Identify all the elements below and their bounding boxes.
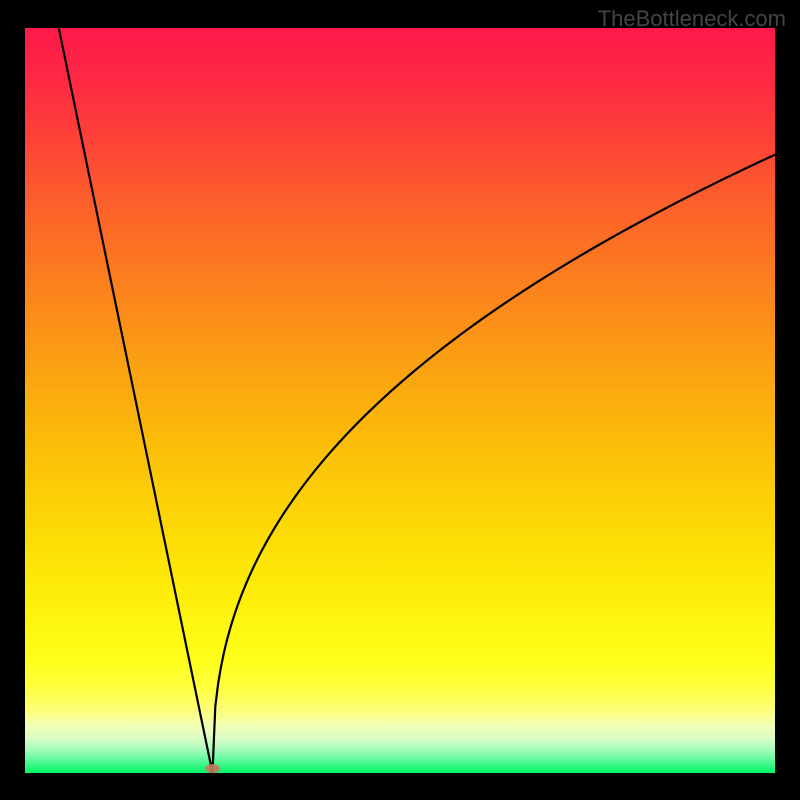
bottleneck-curve <box>59 28 775 773</box>
curve-overlay <box>25 28 775 773</box>
chart-container: TheBottleneck.com <box>0 0 800 800</box>
brand-watermark: TheBottleneck.com <box>598 6 786 32</box>
optimum-marker <box>205 764 220 773</box>
plot-area <box>25 28 775 773</box>
